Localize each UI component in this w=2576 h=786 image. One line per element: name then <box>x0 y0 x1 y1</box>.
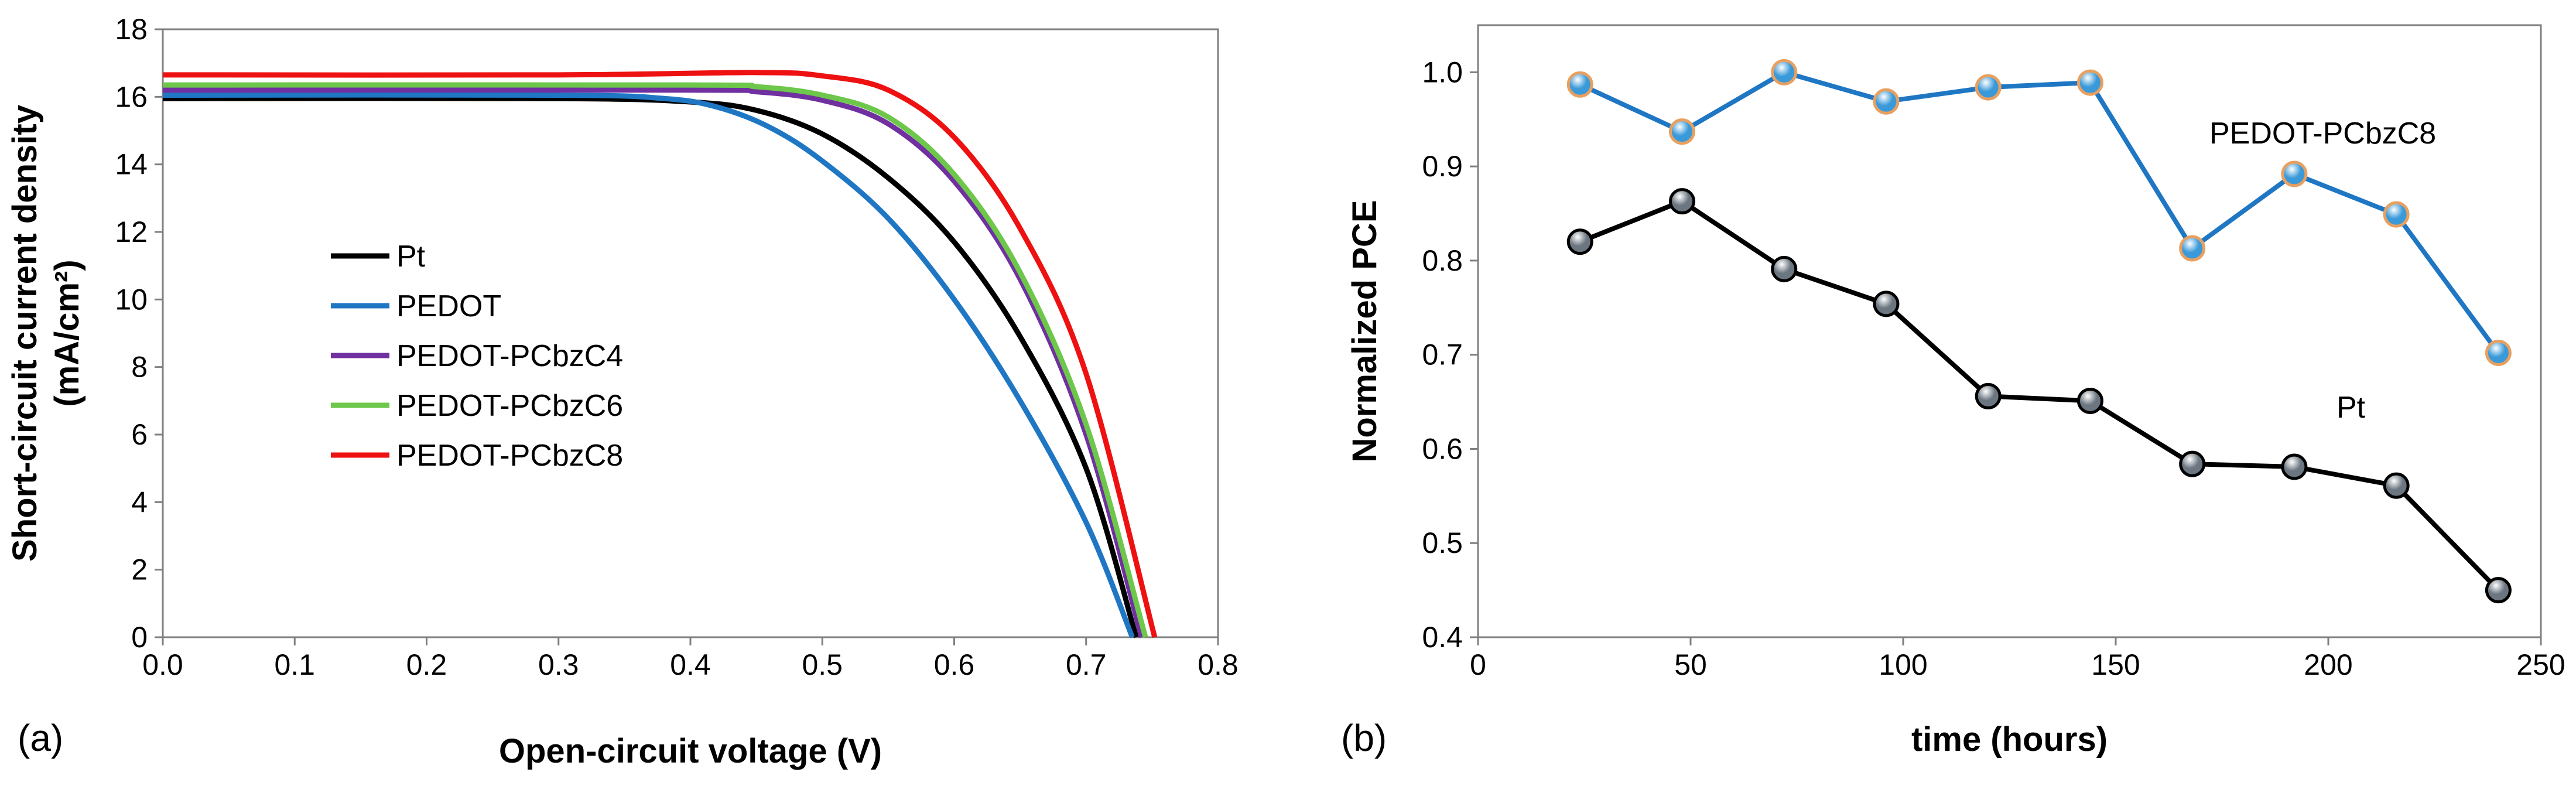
y-tick-label-a: 6 <box>131 418 148 451</box>
x-axis-title-b: time (hours) <box>1911 720 2108 758</box>
data-point-pedot-pcbzc8 <box>2383 201 2410 228</box>
axes-b: 0 50 100 150 200 250 0.4 0.5 0.6 0.7 0.8 0.9 1.0 <box>1422 56 2565 681</box>
series-line-pt <box>162 95 1139 638</box>
x-tick-label-b: 150 <box>2091 648 2140 681</box>
series-line-pedot-pcbzc4 <box>162 87 1144 638</box>
panel-label-a: (a) <box>18 717 63 759</box>
y-tick-label-b: 0.8 <box>1422 244 1463 277</box>
axes-a: 0.0 0.1 0.2 0.3 0.4 0.5 0.6 0.7 0.8 0 2 4 6 8 10 12 14 16… <box>115 13 1238 681</box>
series-group-a <box>162 70 1158 638</box>
legend-a: Pt PEDOT PEDOT-PCbzC4 PEDOT-PCbzC6 PEDOT-PCb… <box>331 240 623 473</box>
plot-frame-b <box>1477 24 2542 638</box>
y-tick-label-b: 0.9 <box>1422 150 1463 183</box>
y-axis-title-a-line1: Short-circuit current density <box>6 105 44 562</box>
series-line-pt <box>1579 199 2500 592</box>
x-tick-label-a: 0.5 <box>802 648 843 681</box>
x-tick-label-b: 100 <box>1879 648 1927 681</box>
data-point-pedot-pcbzc8 <box>1771 59 1798 86</box>
x-tick-label-a: 0.1 <box>274 648 315 681</box>
y-tick-label-b: 0.7 <box>1422 339 1463 371</box>
x-tick-label-a: 0.3 <box>538 648 579 681</box>
data-point-pt <box>1771 255 1798 282</box>
data-point-pedot-pcbzc8 <box>2179 235 2206 262</box>
data-point-pt <box>2485 577 2512 604</box>
x-tick-label-b: 0 <box>1470 648 1486 681</box>
panel-a: 0.0 0.1 0.2 0.3 0.4 0.5 0.6 0.7 0.8 0 2 4 6 8 10 12 14 16… <box>6 13 1239 770</box>
series-line-pedot-pcbzc6 <box>162 82 1148 638</box>
data-point-pt <box>2076 387 2103 414</box>
data-point-pt <box>2383 472 2410 499</box>
data-point-pt <box>1873 291 1900 317</box>
data-point-pt <box>1668 188 1695 215</box>
y-tick-label-a: 2 <box>131 553 148 586</box>
data-point-pedot-pcbzc8 <box>2281 160 2308 187</box>
plot-frame-a <box>162 28 1219 638</box>
data-point-pt <box>1566 228 1593 255</box>
series-group-b <box>1566 59 2512 604</box>
y-tick-label-b: 0.4 <box>1422 621 1463 654</box>
data-point-pedot-pcbzc8 <box>2076 69 2103 96</box>
y-tick-label-b: 0.6 <box>1422 432 1463 465</box>
y-axis-title-b: Normalized PCE <box>1346 200 1384 463</box>
panel-b: 0 50 100 150 200 250 0.4 0.5 0.6 0.7 0.8 0.9 1.0 PED… <box>1341 24 2565 759</box>
y-tick-label-a: 12 <box>115 216 148 248</box>
y-tick-label-a: 4 <box>131 486 148 518</box>
series-line-pedot-pcbzc8 <box>1579 70 2500 354</box>
y-tick-label-a: 8 <box>131 351 148 384</box>
y-tick-label-b: 0.5 <box>1422 527 1463 559</box>
data-point-pt <box>2281 453 2308 480</box>
data-point-pedot-pcbzc8 <box>2485 339 2512 366</box>
legend-label-pedot: PEDOT <box>396 289 501 323</box>
data-point-pedot-pcbzc8 <box>1975 74 2002 101</box>
x-tick-label-a: 0.8 <box>1198 648 1239 681</box>
y-axis-title-a-line2: (mA/cm²) <box>48 259 86 406</box>
y-tick-label-a: 10 <box>115 283 148 316</box>
series-line-pedot <box>162 92 1135 638</box>
panel-label-b: (b) <box>1341 717 1387 759</box>
x-tick-label-a: 0.0 <box>142 648 183 681</box>
x-tick-label-a: 0.2 <box>406 648 447 681</box>
x-tick-label-b: 50 <box>1674 648 1707 681</box>
series-line-pedot-pcbzc8 <box>162 70 1158 638</box>
data-point-pt <box>1975 382 2002 409</box>
x-tick-label-a: 0.7 <box>1066 648 1107 681</box>
data-point-pedot-pcbzc8 <box>1873 88 1900 115</box>
x-tick-label-a: 0.6 <box>934 648 975 681</box>
y-tick-label-a: 14 <box>115 148 148 181</box>
data-point-pt <box>2179 450 2206 477</box>
x-tick-label-a: 0.4 <box>670 648 711 681</box>
y-tick-label-a: 18 <box>115 13 148 46</box>
annotation-pedot-pcbzc8: PEDOT-PCbzC8 <box>2209 117 2436 151</box>
y-tick-label-a: 0 <box>131 621 148 654</box>
data-point-pedot-pcbzc8 <box>1668 118 1695 145</box>
x-tick-label-b: 250 <box>2516 648 2565 681</box>
legend-label-pt: Pt <box>396 240 426 274</box>
y-tick-label-b: 1.0 <box>1422 56 1463 88</box>
data-point-pedot-pcbzc8 <box>1566 71 1593 98</box>
x-tick-label-b: 200 <box>2304 648 2352 681</box>
annotation-pt: Pt <box>2336 391 2366 425</box>
legend-label-pedot-pcbzc6: PEDOT-PCbzC6 <box>396 389 623 423</box>
x-axis-title-a: Open-circuit voltage (V) <box>499 732 882 770</box>
legend-label-pedot-pcbzc8: PEDOT-PCbzC8 <box>396 439 623 473</box>
y-tick-label-a: 16 <box>115 80 148 113</box>
legend-label-pedot-pcbzc4: PEDOT-PCbzC4 <box>396 339 623 373</box>
